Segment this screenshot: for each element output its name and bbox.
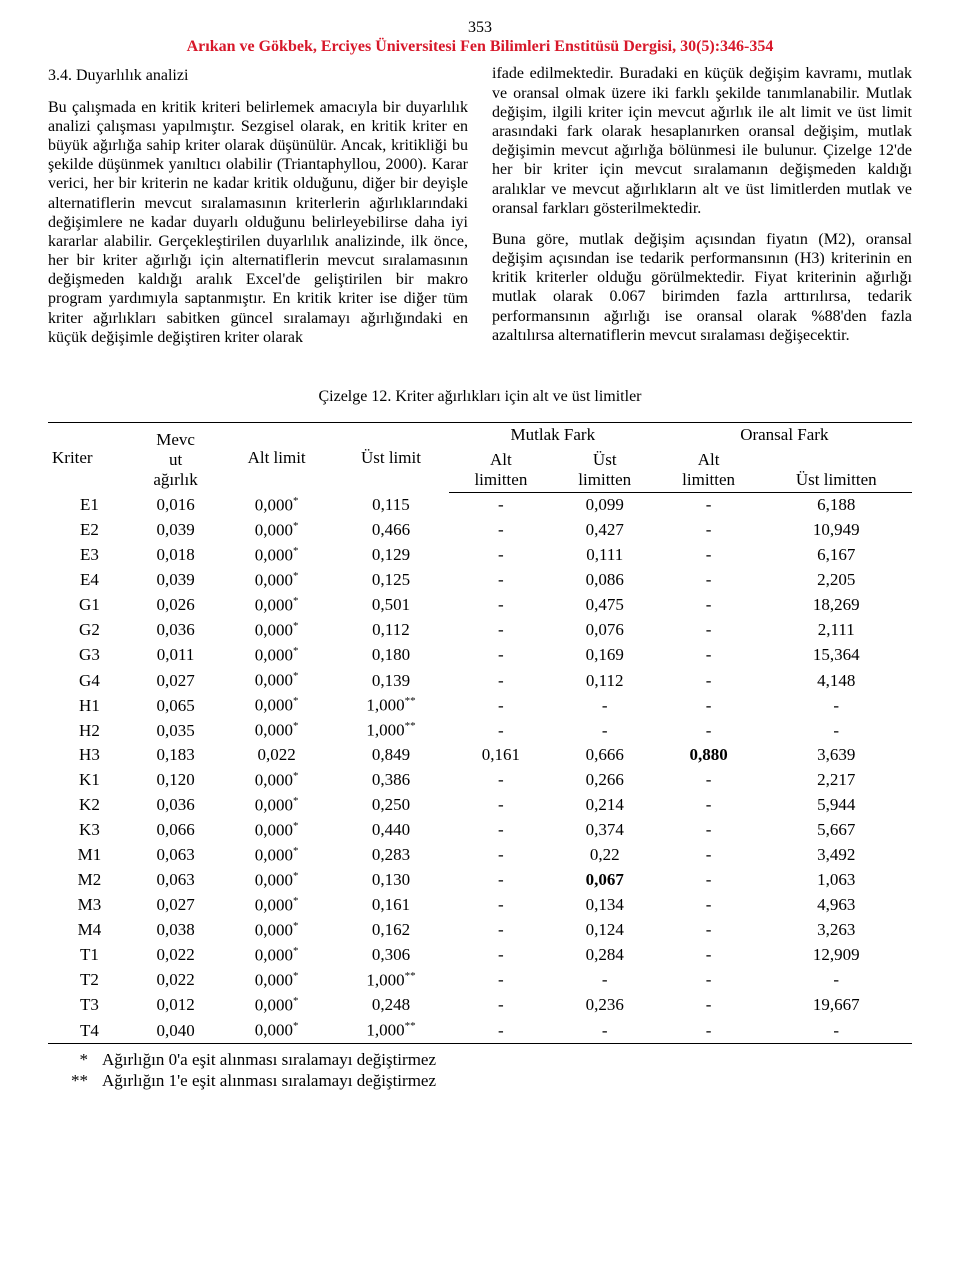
table-row: G10,0260,000*0,501-0,475-18,269 bbox=[48, 593, 912, 618]
table-row: M40,0380,000*0,162-0,124-3,263 bbox=[48, 918, 912, 943]
table-row: M20,0630,000*0,130-0,067-1,063 bbox=[48, 868, 912, 893]
table-caption: Çizelge 12. Kriter ağırlıkları için alt … bbox=[48, 387, 912, 406]
right-paragraph-2: Buna göre, mutlak değişim açısından fiya… bbox=[492, 230, 912, 345]
right-paragraph-1: ifade edilmektedir. Buradaki en küçük de… bbox=[492, 64, 912, 218]
colgrp-mutlak: Mutlak Fark bbox=[449, 423, 657, 448]
running-citation: Arıkan ve Gökbek, Erciyes Üniversitesi F… bbox=[48, 37, 912, 56]
col-ust-limit: Üst limit bbox=[333, 423, 449, 493]
table-row: E30,0180,000*0,129-0,111-6,167 bbox=[48, 543, 912, 568]
table-row: E40,0390,000*0,125-0,086-2,205 bbox=[48, 568, 912, 593]
table-row: T40,0400,000*1,000**---- bbox=[48, 1018, 912, 1044]
table-row: M30,0270,000*0,161-0,134-4,963 bbox=[48, 893, 912, 918]
col-mutlak-alt: Altlimitten bbox=[449, 448, 553, 493]
table-row: E10,0160,000*0,115-0,099-6,188 bbox=[48, 493, 912, 518]
table-row: G40,0270,000*0,139-0,112-4,148 bbox=[48, 668, 912, 693]
footnote: *Ağırlığın 0'a eşit alınması sıralamayı … bbox=[48, 1050, 912, 1070]
page-number: 353 bbox=[48, 18, 912, 37]
table-footnotes: *Ağırlığın 0'a eşit alınması sıralamayı … bbox=[48, 1050, 912, 1091]
section-heading: 3.4. Duyarlılık analizi bbox=[48, 66, 468, 85]
col-kriter: Kriter bbox=[48, 423, 131, 493]
col-mevcut: Mevcutağırlık bbox=[131, 423, 220, 493]
table-row: T30,0120,000*0,248-0,236-19,667 bbox=[48, 993, 912, 1018]
colgrp-oransal: Oransal Fark bbox=[657, 423, 912, 448]
col-mutlak-ust: Üstlimitten bbox=[553, 448, 657, 493]
table-row: K10,1200,000*0,386-0,266-2,217 bbox=[48, 768, 912, 793]
table-row: G30,0110,000*0,180-0,169-15,364 bbox=[48, 643, 912, 668]
sensitivity-table: Kriter Mevcutağırlık Alt limit Üst limit… bbox=[48, 422, 912, 1044]
left-paragraph: Bu çalışmada en kritik kriteri belirleme… bbox=[48, 98, 468, 347]
footnote: **Ağırlığın 1'e eşit alınması sıralamayı… bbox=[48, 1071, 912, 1091]
table-row: G20,0360,000*0,112-0,076-2,111 bbox=[48, 618, 912, 643]
col-oransal-ust: Üst limitten bbox=[761, 448, 912, 493]
col-alt-limit: Alt limit bbox=[220, 423, 333, 493]
table-row: K20,0360,000*0,250-0,214-5,944 bbox=[48, 793, 912, 818]
col-oransal-alt: Altlimitten bbox=[657, 448, 761, 493]
table-row: T10,0220,000*0,306-0,284-12,909 bbox=[48, 943, 912, 968]
right-column: ifade edilmektedir. Buradaki en küçük de… bbox=[492, 64, 912, 359]
table-row: H20,0350,000*1,000**---- bbox=[48, 718, 912, 743]
left-column: 3.4. Duyarlılık analizi Bu çalışmada en … bbox=[48, 64, 468, 359]
table-row: H30,1830,0220,8490,1610,6660,8803,639 bbox=[48, 743, 912, 767]
table-row: E20,0390,000*0,466-0,427-10,949 bbox=[48, 518, 912, 543]
table-row: M10,0630,000*0,283-0,22-3,492 bbox=[48, 843, 912, 868]
table-row: H10,0650,000*1,000**---- bbox=[48, 693, 912, 718]
table-row: T20,0220,000*1,000**---- bbox=[48, 968, 912, 993]
table-row: K30,0660,000*0,440-0,374-5,667 bbox=[48, 818, 912, 843]
